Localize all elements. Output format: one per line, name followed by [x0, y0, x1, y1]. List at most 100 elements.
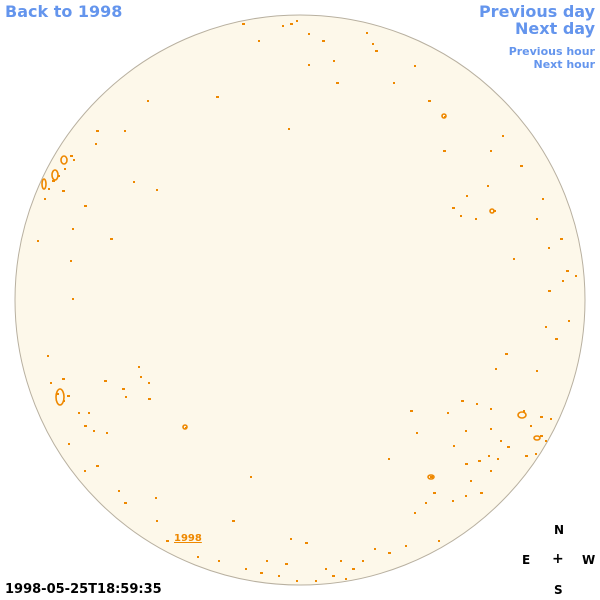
contour-speck — [118, 490, 120, 492]
contour-speck — [332, 575, 335, 577]
contour-speck — [232, 520, 235, 522]
contour-speck — [148, 382, 150, 384]
contour-speck — [438, 540, 440, 542]
contour-speck — [93, 430, 95, 432]
compass-south: S — [554, 583, 563, 597]
contour-speck — [125, 396, 127, 398]
contour-speck — [333, 60, 335, 62]
contour-speck — [540, 435, 543, 437]
contour-speck — [410, 410, 413, 412]
contour-speck — [155, 497, 157, 499]
contour-speck — [68, 443, 70, 445]
contour-speck — [362, 560, 364, 562]
contour-speck — [73, 159, 75, 161]
contour-speck — [296, 20, 298, 22]
back-to-year-link[interactable]: Back to 1998 — [5, 2, 123, 21]
solar-disk — [14, 14, 586, 586]
contour-speck — [520, 165, 523, 167]
contour-speck — [447, 412, 449, 414]
contour-speck — [560, 238, 563, 240]
contour-speck — [513, 258, 515, 260]
contour-speck — [70, 260, 72, 262]
contour-speck — [88, 412, 90, 414]
contour-speck — [325, 568, 327, 570]
contour-speck — [497, 458, 499, 460]
contour-speck — [428, 100, 431, 102]
previous-hour-link[interactable]: Previous hour — [508, 45, 595, 58]
contour-speck — [490, 150, 492, 152]
contour-speck — [461, 400, 464, 402]
contour-loop — [441, 113, 447, 119]
contour-speck — [372, 43, 374, 45]
contour-speck — [488, 455, 490, 457]
contour-speck — [296, 580, 298, 582]
contour-speck — [47, 355, 49, 357]
contour-speck — [133, 181, 135, 183]
contour-speck — [147, 100, 149, 102]
next-hour-link[interactable]: Next hour — [533, 58, 596, 71]
contour-speck — [480, 492, 483, 494]
contour-speck — [425, 502, 427, 504]
contour-speck — [305, 542, 308, 544]
observation-timestamp: 1998-05-25T18:59:35 — [5, 582, 162, 597]
contour-speck — [545, 326, 547, 328]
contour-speck — [540, 416, 543, 418]
contour-speck — [70, 155, 73, 157]
contour-loop — [427, 474, 435, 480]
contour-speck — [104, 380, 107, 382]
contour-speck — [562, 280, 564, 282]
contour-speck — [138, 366, 140, 368]
contour-speck — [245, 568, 247, 570]
contour-speck — [218, 560, 220, 562]
contour-speck — [122, 388, 125, 390]
contour-speck — [388, 552, 391, 554]
contour-speck — [58, 175, 60, 177]
contour-speck — [258, 40, 260, 42]
compass-center-icon: + — [552, 551, 564, 567]
contour-speck — [50, 382, 52, 384]
contour-loop — [55, 388, 65, 406]
contour-speck — [460, 215, 462, 217]
contour-speck — [250, 476, 252, 478]
contour-speck — [375, 50, 378, 52]
contour-speck — [95, 143, 97, 145]
contour-speck — [48, 188, 50, 190]
contour-speck — [352, 568, 355, 570]
contour-speck — [156, 189, 158, 191]
contour-speck — [156, 520, 158, 522]
contour-speck — [266, 560, 268, 562]
previous-day-link[interactable]: Previous day — [478, 2, 595, 21]
contour-speck — [322, 40, 325, 42]
contour-speck — [495, 368, 497, 370]
contour-loop — [489, 208, 495, 214]
contour-speck — [525, 455, 528, 457]
contour-speck — [96, 465, 99, 467]
next-day-link[interactable]: Next day — [515, 19, 595, 38]
contour-speck — [57, 393, 59, 395]
contour-speck — [530, 425, 532, 427]
contour-speck — [72, 298, 74, 300]
contour-speck — [393, 82, 395, 84]
contour-speck — [64, 168, 66, 170]
contour-speck — [575, 275, 577, 277]
contour-speck — [433, 492, 436, 494]
contour-speck — [416, 432, 418, 434]
contour-speck — [84, 470, 86, 472]
contour-speck — [487, 185, 489, 187]
contour-loop — [533, 435, 541, 441]
contour-speck — [260, 572, 263, 574]
contour-speck — [505, 353, 508, 355]
year-label-link[interactable]: 1998 — [174, 533, 202, 544]
contour-speck — [290, 23, 293, 25]
contour-speck — [490, 408, 492, 410]
contour-speck — [106, 432, 108, 434]
contour-speck — [67, 395, 70, 397]
contour-speck — [96, 130, 99, 132]
contour-speck — [476, 403, 478, 405]
contour-speck — [536, 370, 538, 372]
contour-speck — [452, 207, 455, 209]
contour-speck — [278, 575, 280, 577]
contour-speck — [242, 23, 245, 25]
